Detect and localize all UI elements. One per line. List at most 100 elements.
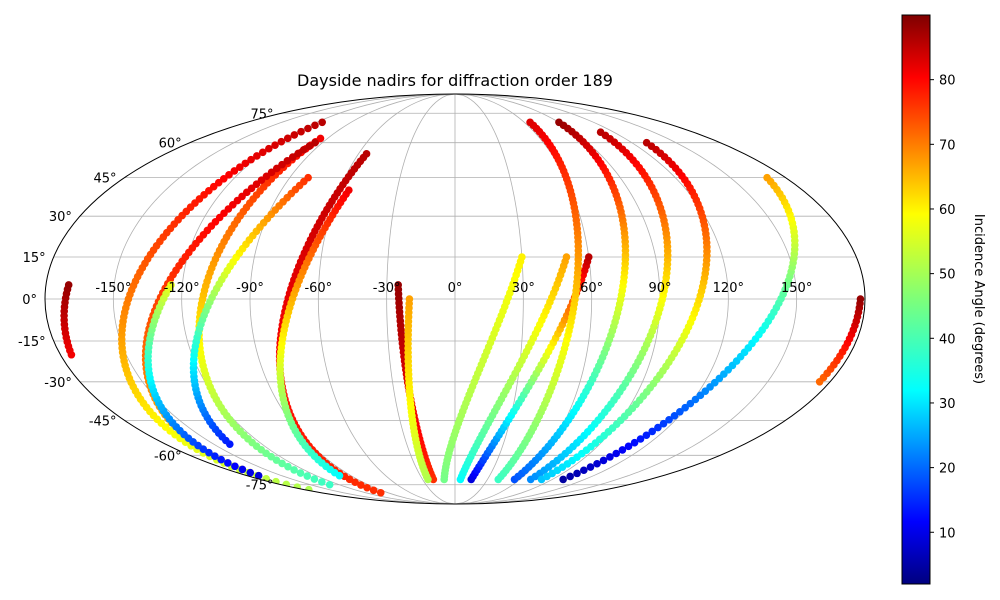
nadir-point: [580, 466, 588, 475]
nadir-point: [205, 448, 213, 457]
longitude-tick-label: 30°: [512, 281, 535, 296]
colorbar-tick-label: 20: [939, 462, 956, 477]
nadir-point: [599, 456, 608, 465]
nadir-point: [676, 407, 684, 416]
nadir-point: [318, 118, 326, 127]
nadir-point: [258, 148, 267, 157]
colorbar-gradient: [901, 14, 931, 585]
longitude-tick-label: -120°: [164, 281, 200, 296]
latitude-tick-label: -60°: [154, 449, 182, 464]
nadir-point: [267, 168, 276, 177]
nadir-point: [618, 446, 627, 454]
colorbar-tick-label: 70: [939, 138, 956, 153]
colorbar-tick-label: 80: [939, 74, 956, 89]
nadir-point: [362, 150, 371, 158]
nadir-point: [231, 462, 239, 471]
longitude-tick-label: 60°: [580, 281, 603, 296]
nadir-point: [265, 144, 273, 153]
nadir-point: [642, 431, 651, 440]
nadir-point: [241, 159, 250, 168]
nadir-point: [681, 403, 689, 412]
nadir-point: [293, 483, 302, 491]
latitude-tick-label: 60°: [159, 137, 182, 152]
nadir-point: [624, 442, 633, 451]
nadir-point: [217, 455, 225, 464]
longitude-tick-label: 0°: [448, 281, 463, 296]
colorbar-tick-label: 40: [939, 332, 956, 347]
nadir-point: [294, 149, 302, 158]
nadir-point: [224, 459, 232, 467]
nadir-point: [64, 281, 73, 289]
nadir-point: [659, 419, 668, 428]
longitude-tick-label: 90°: [648, 281, 671, 296]
nadir-point: [304, 124, 312, 133]
latitude-tick-label: -30°: [44, 376, 72, 391]
nadir-point: [654, 423, 662, 432]
nadir-point: [290, 131, 299, 139]
nadir-point: [296, 469, 305, 477]
longitude-tick-label: -60°: [304, 281, 332, 296]
longitude-tick-label: -90°: [236, 281, 264, 296]
nadir-point: [593, 459, 601, 468]
nadir-point: [357, 481, 365, 489]
nadir-point: [211, 452, 219, 461]
nadir-point: [670, 411, 679, 420]
nadir-point: [247, 155, 255, 164]
nadir-point: [566, 472, 574, 481]
nadir-point: [271, 141, 279, 149]
nadir-point: [278, 459, 286, 468]
nadir-point: [238, 465, 247, 474]
colorbar: 10 20 30 40 50 60 70 80 Incidence Angle (degree…: [901, 14, 986, 585]
nadir-point: [394, 281, 402, 289]
nadir-point: [304, 173, 312, 182]
latitude-tick-label: 30°: [49, 210, 72, 225]
nadir-point: [299, 146, 308, 154]
latitude-tick-label: -45°: [89, 414, 117, 429]
colorbar-tick-label: 50: [939, 268, 956, 283]
nadir-point: [277, 137, 286, 146]
nadir-point: [686, 399, 695, 408]
nadir-point: [630, 438, 639, 447]
nadir-point: [167, 281, 175, 289]
nadir-point: [225, 171, 233, 179]
colorbar-ticks: 10 20 30 40 50 60 70 80: [930, 74, 956, 541]
nadir-point: [282, 480, 291, 489]
nadir-point: [284, 462, 292, 471]
nadir-point: [253, 152, 261, 160]
longitude-tick-label: -30°: [373, 281, 401, 296]
latitude-tick-label: 0°: [22, 293, 37, 308]
nadir-point: [316, 134, 325, 143]
nadir-point: [405, 295, 414, 303]
nadir-point: [219, 174, 228, 183]
longitude-tick-label: 120°: [713, 281, 744, 296]
nadir-point: [636, 435, 645, 443]
nadir-point: [665, 415, 673, 424]
longitude-labels: -150° -120° -90° -60° -30° 0° 30° 60° 90° 120° 150…: [95, 281, 812, 296]
nadir-point: [325, 480, 334, 489]
colorbar-tick-label: 30: [939, 397, 956, 412]
nadir-point: [555, 118, 563, 127]
nadir-point: [230, 167, 239, 175]
nadir-point: [606, 453, 614, 461]
nadir-point: [235, 163, 244, 171]
nadir-point: [214, 178, 223, 187]
nadir-point: [559, 475, 567, 484]
chart-title: Dayside nadirs for diffraction order 189: [297, 71, 613, 90]
nadir-point: [573, 469, 581, 478]
nadir-point: [318, 478, 326, 486]
nadir-point: [596, 128, 605, 136]
longitude-tick-label: -150°: [95, 281, 131, 296]
nadir-point: [311, 121, 319, 130]
longitude-tick-label: 150°: [781, 281, 812, 296]
nadir-point: [310, 475, 319, 483]
nadir-point: [345, 186, 353, 194]
nadir-point: [648, 427, 656, 436]
nadir-point: [586, 463, 595, 471]
nadir-point: [642, 138, 651, 147]
nadir-point: [272, 164, 281, 173]
latitude-tick-label: -75°: [246, 479, 274, 494]
nadir-point: [254, 471, 263, 480]
map-grid: [45, 94, 865, 504]
nadir-point: [612, 449, 620, 458]
